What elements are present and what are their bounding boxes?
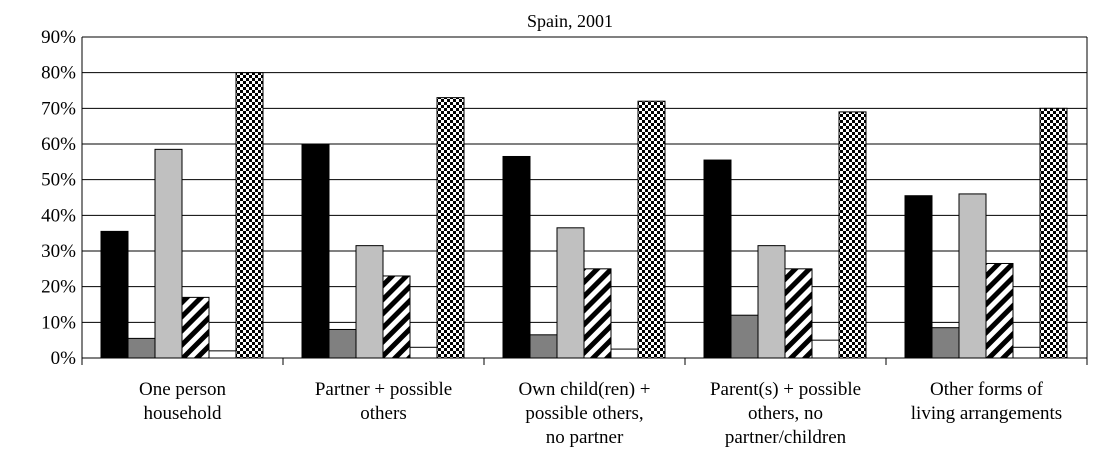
- bar-black: [502, 155, 531, 359]
- y-tick-label: 40%: [41, 205, 76, 226]
- bar-dark-gray: [127, 337, 156, 359]
- y-tick-label: 60%: [41, 134, 76, 155]
- bar-black: [100, 230, 129, 359]
- y-tick-labels: 0% 10% 20% 30% 40% 50% 60% 70% 80% 90%: [41, 27, 76, 369]
- bar-diagonal-stripes: [181, 296, 210, 359]
- y-tick-label: 10%: [41, 312, 76, 333]
- bar-black: [301, 143, 330, 359]
- bar-light-gray: [958, 193, 987, 359]
- y-tick-label: 20%: [41, 277, 76, 298]
- x-category-label: Partner + possible others: [315, 379, 452, 424]
- y-tick-label: 0%: [51, 348, 77, 369]
- bar-dark-gray: [730, 314, 759, 359]
- y-tick-label: 90%: [41, 27, 76, 48]
- bar-white: [409, 346, 438, 359]
- bar-checkerboard: [838, 111, 867, 359]
- bar-light-gray: [154, 148, 183, 359]
- bar-black: [703, 159, 732, 359]
- bar-checkerboard: [1039, 107, 1068, 359]
- bar-light-gray: [757, 245, 786, 359]
- bar-white: [610, 348, 639, 359]
- y-tick-label: 70%: [41, 98, 76, 119]
- bar-white: [811, 339, 840, 359]
- bar-diagonal-stripes: [382, 275, 411, 359]
- bar-diagonal-stripes: [784, 268, 813, 359]
- bar-checkerboard: [436, 97, 465, 359]
- bar-black: [904, 195, 933, 359]
- bar-light-gray: [355, 245, 384, 359]
- bar-dark-gray: [529, 334, 558, 359]
- bars: [100, 72, 1068, 359]
- bar-diagonal-stripes: [583, 268, 612, 359]
- bar-white: [208, 350, 237, 359]
- y-tick-label: 50%: [41, 170, 76, 191]
- bar-diagonal-stripes: [985, 262, 1014, 359]
- y-tick-label: 80%: [41, 63, 76, 84]
- x-category-label: Other forms of living arrangements: [911, 379, 1062, 424]
- chart-title: Spain, 2001: [527, 11, 613, 31]
- bar-checkerboard: [637, 100, 666, 359]
- x-category-label: Parent(s) + possible others, no partner/ch…: [710, 379, 861, 448]
- x-category-labels: One person household Partner + possible oth…: [139, 379, 1062, 448]
- bar-dark-gray: [328, 328, 357, 359]
- axes: [81, 37, 1088, 365]
- bar-dark-gray: [931, 327, 960, 359]
- bar-checkerboard: [235, 72, 264, 359]
- bar-white: [1012, 346, 1041, 359]
- x-category-label: Own child(ren) + possible others, no partn…: [518, 379, 650, 448]
- y-tick-label: 30%: [41, 241, 76, 262]
- x-category-label: One person household: [139, 379, 227, 424]
- bar-light-gray: [556, 227, 585, 359]
